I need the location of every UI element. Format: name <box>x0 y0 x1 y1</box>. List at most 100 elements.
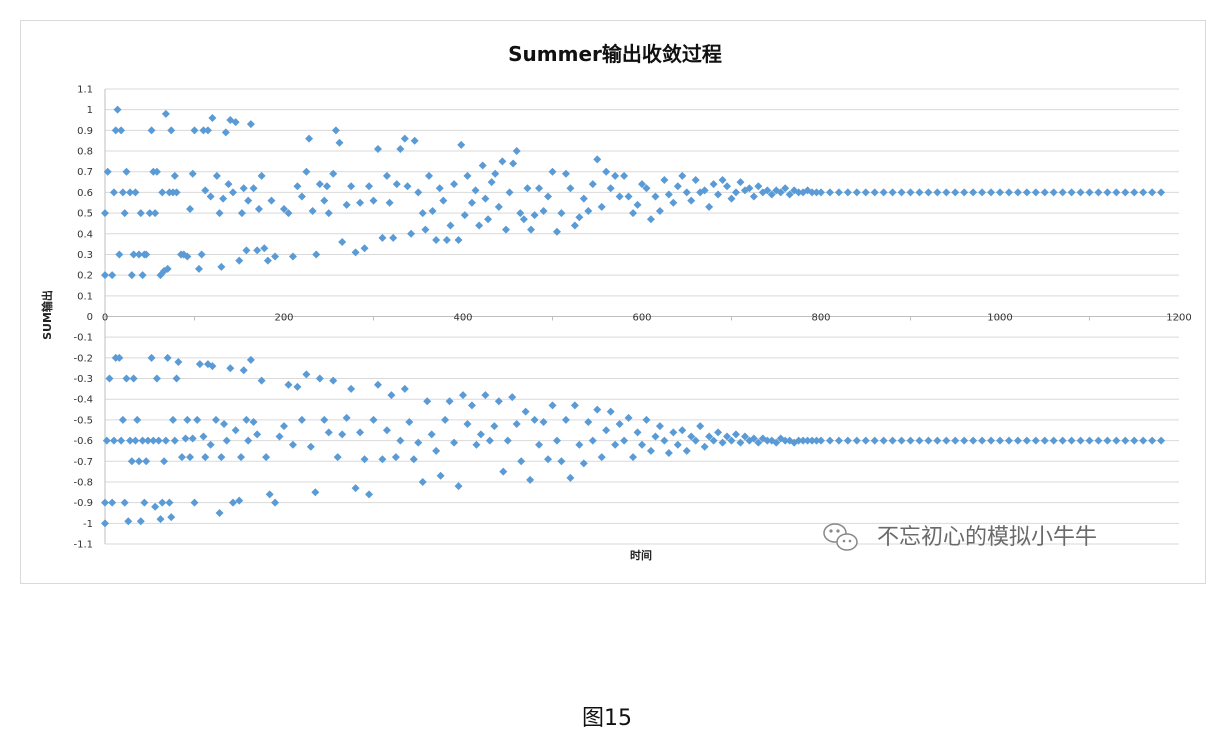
data-point-negative <box>160 457 169 466</box>
data-point-positive <box>870 188 879 197</box>
data-point-positive <box>424 171 433 180</box>
data-point-positive <box>557 209 566 218</box>
data-point-negative <box>249 417 258 426</box>
x-axis-title: 时间 <box>630 548 652 562</box>
data-point-positive <box>439 196 448 205</box>
data-point-negative <box>561 415 570 424</box>
data-point-positive <box>432 235 441 244</box>
data-point-positive <box>111 126 120 135</box>
data-point-negative <box>167 513 176 522</box>
data-point-negative <box>253 430 262 439</box>
y-tick-label: -0.1 <box>73 333 93 344</box>
data-point-positive <box>736 178 745 187</box>
data-point-positive <box>156 271 165 280</box>
data-point-positive <box>356 198 365 207</box>
data-point-positive <box>642 184 651 193</box>
data-point-positive <box>288 252 297 261</box>
data-point-positive <box>235 256 244 265</box>
data-point-negative <box>879 436 888 445</box>
data-point-negative <box>226 364 235 373</box>
data-point-negative <box>593 405 602 414</box>
data-point-negative <box>499 467 508 476</box>
data-point-positive <box>478 161 487 170</box>
data-point-positive <box>1085 188 1094 197</box>
chart-title: Summer输出收敛过程 <box>508 42 722 66</box>
data-point-negative <box>655 422 664 431</box>
data-point-negative <box>803 436 812 445</box>
data-point-positive <box>312 250 321 259</box>
data-point-negative <box>579 459 588 468</box>
data-point-positive <box>879 188 888 197</box>
data-point-positive <box>194 264 203 273</box>
data-point-positive <box>188 169 197 178</box>
data-point-negative <box>1148 436 1157 445</box>
data-point-positive <box>1157 188 1166 197</box>
data-point-positive <box>655 207 664 216</box>
data-point-positive <box>1004 188 1013 197</box>
axis-layer <box>104 89 1180 544</box>
watermark-text: 不忘初心的模拟小牛牛 <box>877 525 1097 550</box>
data-point-negative <box>517 457 526 466</box>
data-point-positive <box>263 256 272 265</box>
data-point-negative <box>1121 436 1130 445</box>
data-point-negative <box>969 436 978 445</box>
data-point-negative <box>338 430 347 439</box>
data-point-positive <box>834 188 843 197</box>
data-point-positive <box>267 196 276 205</box>
data-point-negative <box>329 376 338 385</box>
data-point-negative <box>140 498 149 507</box>
data-point-positive <box>1049 188 1058 197</box>
data-point-negative <box>552 436 561 445</box>
data-point-negative <box>996 436 1004 445</box>
data-point-positive <box>407 229 416 238</box>
data-point-positive <box>115 250 124 259</box>
data-point-positive <box>593 155 602 164</box>
data-point-negative <box>391 453 400 462</box>
data-point-positive <box>378 233 387 242</box>
data-point-negative <box>396 436 405 445</box>
y-tick-label: 0 <box>87 312 93 323</box>
data-point-positive <box>1094 188 1103 197</box>
data-point-positive <box>544 192 553 201</box>
data-point-positive <box>271 252 280 261</box>
data-point-positive <box>460 211 469 220</box>
data-point-negative <box>852 436 861 445</box>
data-point-negative <box>512 420 521 429</box>
data-point-negative <box>154 436 163 445</box>
data-point-negative <box>1022 436 1031 445</box>
data-point-positive <box>718 176 727 184</box>
data-point-positive <box>147 126 156 135</box>
data-point-positive <box>501 225 510 234</box>
data-point-positive <box>392 180 401 189</box>
data-point-negative <box>405 417 414 426</box>
data-point-positive <box>906 188 915 197</box>
data-point-positive <box>825 188 834 197</box>
data-point-negative <box>101 498 109 507</box>
data-point-positive <box>491 169 500 178</box>
tick-layer: 1.1 1 0.9 0.8 0.7 0.6 0.5 0.4 0.3 0.2 0.1 0 -0.1 -0.2… <box>73 85 1191 551</box>
data-point-positive <box>183 252 192 261</box>
data-point-positive <box>167 126 176 135</box>
data-point-positive <box>687 196 696 205</box>
data-point-negative <box>987 436 996 445</box>
data-point-negative <box>731 430 740 439</box>
data-point-positive <box>403 182 412 191</box>
data-point-negative <box>126 436 135 445</box>
data-point-negative <box>754 438 763 447</box>
data-point-positive <box>382 171 391 180</box>
data-point-positive <box>776 188 785 197</box>
data-point-positive <box>548 167 557 176</box>
data-point-positive <box>320 196 329 205</box>
data-point-negative <box>646 446 655 455</box>
y-tick-label: -1 <box>83 519 93 530</box>
data-point-positive <box>535 184 544 193</box>
data-point-positive <box>335 138 344 147</box>
x-tick-label: 400 <box>453 313 472 324</box>
data-point-positive <box>620 171 629 180</box>
data-point-positive <box>523 184 532 193</box>
data-point-negative <box>105 374 114 383</box>
data-point-negative <box>467 401 476 410</box>
data-point-positive <box>215 209 224 218</box>
data-point-positive <box>484 215 493 224</box>
data-point-negative <box>235 496 244 505</box>
